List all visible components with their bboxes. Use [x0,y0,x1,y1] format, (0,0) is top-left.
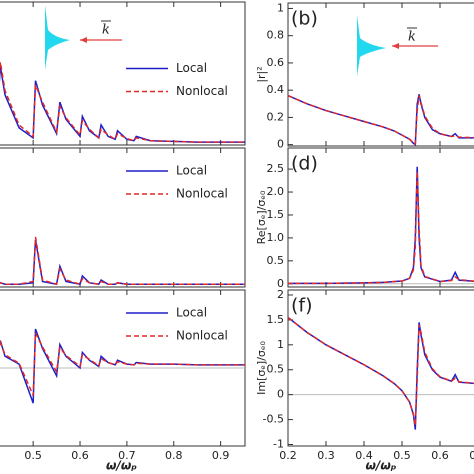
panel: Local Nonlocal [0,147,246,288]
legend-label: Nonlocal [176,187,228,201]
series-line [288,94,474,146]
y-tick-label: 2 [277,288,284,301]
y-tick-label: 0.8 [267,29,285,42]
x-tick-label: 0.6 [71,449,89,462]
y-tick-label: 0.6 [267,56,285,69]
plot-frame [287,2,474,147]
y-tick-label: 0.4 [267,83,285,96]
x-axis-label: ω/ωₚ [366,459,397,473]
panel-label: (b) [291,8,318,30]
y-tick-label: 2.5 [267,162,285,175]
x-tick-label: 0.3 [317,449,335,462]
y-axis-label: |r|² [255,66,268,82]
y-tick-label: 0.2 [267,110,285,123]
legend-label: Local [176,61,207,75]
y-axis-label: Re[σₑ]/σₑ₀ [255,190,268,244]
y-tick-label: -1 [273,438,284,451]
inset-label: k [102,23,110,38]
x-tick-label: 0.5 [24,449,42,462]
beam-shape [45,5,70,70]
plot-frame [287,147,474,288]
y-tick-label: 0 [277,138,284,151]
legend-label: Nonlocal [176,329,228,343]
y-tick-label: 2.0 [267,185,285,198]
plot-frame [0,1,246,146]
x-tick-label: 0.8 [165,449,183,462]
plot-frame [287,289,474,447]
y-tick-label: 0.5 [267,363,285,376]
x-tick-label: 0.2 [279,449,297,462]
x-tick-label: 0.4 [355,449,373,462]
panel: 0.5 0.6 0.7 0.8 0.9 Local Nonlocal ω/ωₚ [0,289,246,473]
arrow-head [80,37,87,43]
panel: 0.2 0.3 0.4 0.5 0.6 0.7 -1 -0.5 0 0.5 1 1.5 2 (f) Im[σ… [255,288,474,473]
series-line [0,61,245,143]
y-axis-label: Im[σₑ]/σₑ₀ [255,341,268,395]
plot-frame [0,147,246,288]
y-tick-label: 1.5 [267,208,285,221]
legend-label: Local [176,164,207,178]
legend-label: Local [176,306,207,320]
series-line [288,166,474,285]
y-tick-label: 0 [277,388,284,401]
y-tick-label: 0 [277,277,284,290]
beam-shape [357,15,386,76]
series-line [288,171,474,285]
series-line [288,316,474,426]
x-tick-label: 0.9 [212,449,230,462]
inset-right [357,15,438,76]
x-tick-label: 0.7 [118,449,136,462]
series-line [288,316,474,430]
series-line [0,236,245,286]
panel: 0 0.2 0.4 0.6 0.8 1 (b) |r|² k [255,1,474,151]
inset-label: k [408,30,416,45]
panel: Local Nonlocal k [0,1,246,146]
y-tick-label: 1 [277,338,284,351]
y-tick-label: 0.5 [267,254,285,267]
panel-label: (d) [291,153,318,175]
y-tick-label: 1.5 [267,313,285,326]
panel: 0 0.5 1.0 1.5 2.0 2.5 (d) Re[σₑ]/σₑ₀ [255,147,474,290]
x-tick-label: 0.6 [431,449,449,462]
panel-label: (f) [291,295,313,317]
x-tick-label: 0.5 [393,449,411,462]
y-tick-label: 1.0 [267,231,285,244]
x-axis-label: ω/ωₚ [106,459,137,473]
series-line [288,94,474,146]
series-line [0,66,245,143]
legend-label: Nonlocal [176,84,228,98]
inset-left [45,5,122,70]
y-tick-label: -0.5 [263,413,284,426]
x-tick-label: 0.7 [469,449,474,462]
y-tick-label: 1 [277,1,284,14]
arrow-head [392,43,399,49]
series-line [0,332,245,396]
